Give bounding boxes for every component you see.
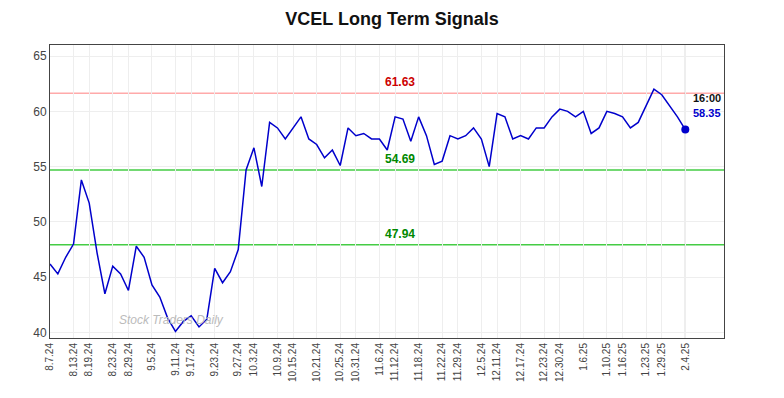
svg-text:2.4.25: 2.4.25 [680, 343, 691, 371]
svg-text:11.6.24: 11.6.24 [374, 343, 385, 376]
svg-text:11.18.24: 11.18.24 [413, 343, 424, 382]
svg-text:9.5.24: 9.5.24 [146, 343, 157, 371]
svg-text:50: 50 [33, 215, 47, 229]
svg-text:55: 55 [33, 160, 47, 174]
svg-text:Stock Traders Daily: Stock Traders Daily [119, 313, 224, 327]
svg-text:9.23.24: 9.23.24 [209, 343, 220, 377]
svg-text:11.22.24: 11.22.24 [436, 343, 447, 382]
svg-text:10.21.24: 10.21.24 [311, 343, 322, 382]
svg-text:10.25.24: 10.25.24 [334, 343, 345, 382]
svg-text:65: 65 [33, 49, 47, 63]
svg-text:54.69: 54.69 [385, 152, 415, 166]
svg-text:1.23.25: 1.23.25 [640, 343, 651, 377]
svg-text:1.16.25: 1.16.25 [617, 343, 628, 377]
svg-text:16:00: 16:00 [693, 92, 721, 104]
svg-text:8.23.24: 8.23.24 [107, 343, 118, 377]
svg-text:45: 45 [33, 270, 47, 284]
svg-text:60: 60 [33, 105, 47, 119]
svg-text:12.5.24: 12.5.24 [476, 343, 487, 377]
svg-text:12.23.24: 12.23.24 [538, 343, 549, 382]
svg-text:1.6.25: 1.6.25 [578, 343, 589, 371]
svg-text:11.29.24: 11.29.24 [452, 343, 463, 382]
svg-text:1.10.25: 1.10.25 [601, 343, 612, 377]
svg-text:40: 40 [33, 326, 47, 340]
svg-text:8.29.24: 8.29.24 [123, 343, 134, 377]
svg-text:10.31.24: 10.31.24 [350, 343, 361, 382]
svg-text:9.17.24: 9.17.24 [185, 343, 196, 377]
svg-text:9.27.24: 9.27.24 [232, 343, 243, 377]
svg-text:10.15.24: 10.15.24 [287, 343, 298, 382]
svg-text:1.29.25: 1.29.25 [656, 343, 667, 377]
svg-text:58.35: 58.35 [693, 107, 721, 119]
svg-text:9.11.24: 9.11.24 [170, 343, 181, 376]
svg-text:11.12.24: 11.12.24 [389, 343, 400, 382]
svg-text:12.11.24: 12.11.24 [491, 343, 502, 382]
svg-text:12.30.24: 12.30.24 [554, 343, 565, 382]
svg-text:12.17.24: 12.17.24 [515, 343, 526, 382]
svg-text:10.3.24: 10.3.24 [248, 343, 259, 377]
svg-text:8.19.24: 8.19.24 [83, 343, 94, 377]
svg-text:61.63: 61.63 [385, 75, 415, 89]
svg-text:10.9.24: 10.9.24 [272, 343, 283, 377]
svg-text:47.94: 47.94 [385, 227, 415, 241]
svg-text:8.13.24: 8.13.24 [68, 343, 79, 377]
svg-text:8.7.24: 8.7.24 [44, 343, 55, 371]
svg-text:VCEL Long Term Signals: VCEL Long Term Signals [285, 9, 498, 29]
